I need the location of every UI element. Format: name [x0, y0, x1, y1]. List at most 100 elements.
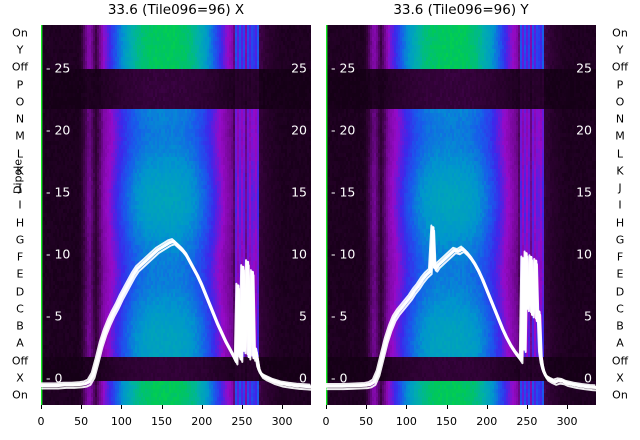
panel-title-y: 33.6 (Tile096=96) Y — [326, 2, 596, 18]
dipole-label: C — [2, 302, 38, 315]
x-tick-label: 50 — [74, 415, 88, 428]
x-tick-mark — [241, 405, 243, 409]
dipole-labels-left: On Y Off P O N M L K J I H G F E D C B A Off X On — [2, 25, 38, 405]
y-tick-label: 25 — [576, 61, 592, 76]
y-tick-label: - 0 — [46, 370, 62, 385]
x-tick-mark — [201, 405, 203, 409]
y-tick-label: 0 — [584, 370, 592, 385]
y-tick-label: - 10 — [46, 246, 70, 261]
x-tick-label: 250 — [231, 415, 252, 428]
x-tick-mark — [486, 405, 488, 409]
dipole-label: B — [602, 320, 638, 333]
x-tick-mark — [366, 405, 368, 409]
dipole-label: I — [2, 199, 38, 212]
x-tick-mark — [161, 405, 163, 409]
dipole-label: L — [2, 147, 38, 160]
y-tick-label: - 10 — [331, 246, 355, 261]
dipole-label: On — [602, 389, 638, 402]
y-tick-label: - 15 — [46, 185, 70, 200]
y-tick-label: - 0 — [331, 370, 347, 385]
dipole-label: K — [602, 164, 638, 177]
dipole-label: G — [2, 233, 38, 246]
x-tick-label: 0 — [38, 415, 45, 428]
x-tick-label: 150 — [436, 415, 457, 428]
y-tick-label: 10 — [576, 246, 592, 261]
y-tick-label: 5 — [584, 308, 592, 323]
spectrum-curve — [326, 229, 596, 392]
x-tick-label: 100 — [396, 415, 417, 428]
x-axis-panel-y: 0 50 100 150 200 250 300 — [323, 405, 596, 435]
spectrum-curve — [41, 243, 311, 391]
dipole-label: F — [602, 251, 638, 264]
x-tick-label: 150 — [151, 415, 172, 428]
dipole-label: X — [2, 371, 38, 384]
y-tick-label: 15 — [576, 185, 592, 200]
x-tick-label: 0 — [323, 415, 330, 428]
x-tick-mark — [446, 405, 448, 409]
waterfall-panel-y[interactable]: - 0 0 - 5 5 - 10 10 - 15 15 - 20 20 - 25 25 — [326, 25, 596, 405]
dipole-label: A — [602, 337, 638, 350]
dipole-label: Y — [2, 44, 38, 57]
dipole-label: D — [602, 285, 638, 298]
dipole-label: M — [602, 130, 638, 143]
dipole-label: E — [602, 268, 638, 281]
y-tick-label: 15 — [291, 185, 307, 200]
x-tick-mark — [406, 405, 408, 409]
waterfall-image — [41, 25, 311, 405]
dipole-label: X — [602, 371, 638, 384]
dipole-label: M — [2, 130, 38, 143]
dipole-label: A — [2, 337, 38, 350]
x-tick-label: 200 — [476, 415, 497, 428]
dipole-label: Off — [602, 354, 638, 367]
dipole-label: J — [602, 182, 638, 195]
dipole-label: Y — [602, 44, 638, 57]
y-tick-label: - 20 — [331, 123, 355, 138]
waterfall-panel-x[interactable]: - 0 0 - 5 5 - 10 10 - 15 15 - 20 20 - 25 25 — [41, 25, 311, 405]
x-tick-mark — [41, 405, 42, 409]
dipole-label: Off — [602, 61, 638, 74]
dipole-label: F — [2, 251, 38, 264]
dipole-label: H — [2, 216, 38, 229]
x-tick-label: 50 — [359, 415, 373, 428]
dipole-labels-right: On Y Off P O N M L K J I H G F E D C B A Off X On — [602, 25, 638, 405]
dipole-label: J — [2, 182, 38, 195]
dipole-label: G — [602, 233, 638, 246]
x-tick-label: 100 — [111, 415, 132, 428]
dipole-label: P — [2, 78, 38, 91]
y-tick-label: - 20 — [46, 123, 70, 138]
y-tick-label: - 5 — [331, 308, 347, 323]
x-tick-mark — [121, 405, 123, 409]
y-tick-label: - 15 — [331, 185, 355, 200]
dipole-label: C — [602, 302, 638, 315]
dipole-label: O — [2, 95, 38, 108]
dipole-label: P — [602, 78, 638, 91]
dipole-label: On — [602, 27, 638, 40]
x-tick-label: 200 — [191, 415, 212, 428]
dipole-label: On — [2, 389, 38, 402]
y-tick-label: 25 — [291, 61, 307, 76]
dipole-label: O — [602, 95, 638, 108]
x-tick-mark — [282, 405, 284, 409]
dipole-label: D — [2, 285, 38, 298]
x-tick-mark — [326, 405, 327, 409]
y-tick-label: 0 — [299, 370, 307, 385]
dipole-label: B — [2, 320, 38, 333]
dipole-label: N — [602, 113, 638, 126]
waterfall-image — [326, 25, 596, 405]
x-tick-label: 300 — [272, 415, 293, 428]
dipole-label: N — [2, 113, 38, 126]
y-tick-label: - 25 — [331, 61, 355, 76]
dipole-label: H — [602, 216, 638, 229]
x-tick-mark — [526, 405, 528, 409]
y-tick-label: - 5 — [46, 308, 62, 323]
y-tick-label: 20 — [576, 123, 592, 138]
y-tick-label: 10 — [291, 246, 307, 261]
x-tick-mark — [81, 405, 83, 409]
x-axis-panel-x: 0 50 100 150 200 250 300 — [38, 405, 311, 435]
x-tick-label: 250 — [516, 415, 537, 428]
dipole-label: L — [602, 147, 638, 160]
dipole-label: On — [2, 27, 38, 40]
dipole-label: I — [602, 199, 638, 212]
dipole-label: Off — [2, 61, 38, 74]
